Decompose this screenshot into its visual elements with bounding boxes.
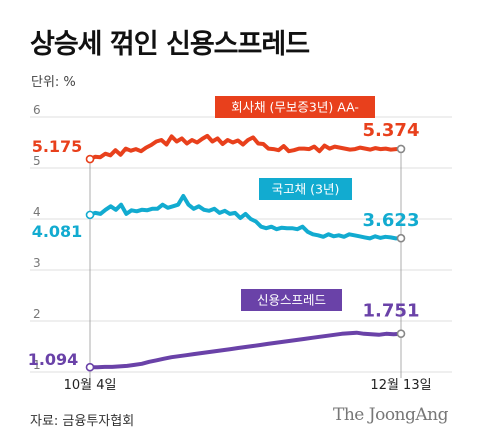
series-line xyxy=(88,330,403,370)
end-point-marker xyxy=(396,144,406,154)
x-tick-label-start: 10월 4일 xyxy=(64,378,117,393)
source-label: 자료: 금융투자협회 xyxy=(30,414,135,429)
legend-tag xyxy=(259,178,352,200)
y-tick-label: 3 xyxy=(33,256,41,270)
legend-tag xyxy=(215,96,375,118)
start-value-label: 5.175 xyxy=(32,137,83,156)
start-value-label: 1.094 xyxy=(28,350,79,369)
y-tick-label: 4 xyxy=(33,205,41,219)
end-point-marker xyxy=(396,233,406,243)
start-point-marker xyxy=(85,210,95,220)
y-tick-label: 1 xyxy=(33,358,41,372)
start-value-label: 4.081 xyxy=(32,222,83,241)
series-line xyxy=(88,133,403,162)
y-tick-label: 2 xyxy=(33,307,41,321)
series-line xyxy=(88,194,403,241)
end-value-label: 5.374 xyxy=(363,120,420,141)
y-tick-label: 5 xyxy=(33,154,41,168)
legend-tag-label: 신용스프레드 xyxy=(257,293,326,308)
unit-label: 단위: % xyxy=(31,75,76,90)
legend-tag xyxy=(241,289,342,311)
start-point-marker xyxy=(85,362,95,372)
start-point-marker xyxy=(85,154,95,164)
brand-logo: The JoongAng xyxy=(333,405,448,425)
legend-tag-label: 국고채 (3년) xyxy=(272,182,340,197)
end-value-label: 3.623 xyxy=(363,210,420,231)
end-value-label: 1.751 xyxy=(363,301,420,322)
legend-tag-label: 회사채 (무보증3년) AA- xyxy=(231,100,359,115)
x-tick-label-end: 12월 13일 xyxy=(370,378,431,393)
page-title: 상승세 꺾인 신용스프레드 xyxy=(30,29,310,60)
y-tick-label: 6 xyxy=(33,103,41,117)
end-point-marker xyxy=(396,329,406,338)
